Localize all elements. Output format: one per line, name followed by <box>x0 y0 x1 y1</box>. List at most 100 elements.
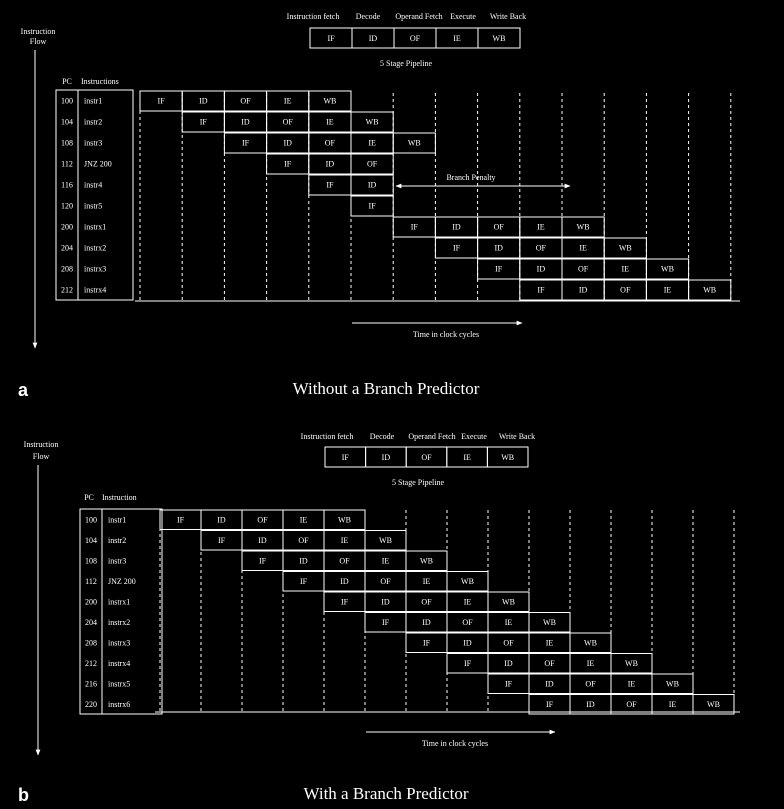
pc-value: 120 <box>61 202 73 211</box>
stage-label: IF <box>218 536 226 545</box>
instruction-name: JNZ 200 <box>84 160 112 169</box>
pipeline-row: 120 instr5 IF <box>61 195 394 217</box>
stage-label: OF <box>626 700 637 709</box>
legend-cell-label: OF <box>410 34 421 43</box>
pc-value: 108 <box>85 556 97 565</box>
stage-label: IF <box>341 597 349 606</box>
stage-label: IE <box>300 515 308 524</box>
pipeline-row: 112 JNZ 200 IF ID OF IE WB <box>85 571 489 592</box>
pipeline-row: 108 instr3 IF ID OF IE WB <box>61 132 436 154</box>
instruction-name: instr5 <box>84 202 102 211</box>
stage-cell <box>603 237 647 259</box>
pc-value: 212 <box>61 286 73 295</box>
pc-value: 116 <box>61 181 73 190</box>
stage-label: ID <box>217 515 226 524</box>
legend-cell <box>477 27 521 49</box>
stage-label: OF <box>257 515 268 524</box>
pc-value: 212 <box>85 659 97 668</box>
instruction-name: instrx1 <box>108 597 130 606</box>
pipeline-row: 104 instr2 IF ID OF IE WB <box>85 530 407 551</box>
stage-label: IF <box>423 638 431 647</box>
time-label: Time in clock cycles <box>413 330 479 339</box>
panel-caption: With a Branch Predictor <box>303 784 468 803</box>
instruction-name: instr2 <box>84 118 102 127</box>
stage-label: IF <box>259 556 267 565</box>
stage-label: OF <box>620 286 631 295</box>
stage-label: WB <box>577 223 590 232</box>
instruction-name: instrx2 <box>108 618 130 627</box>
stage-label: IF <box>453 244 461 253</box>
stage-cell <box>688 279 732 301</box>
stage-label: WB <box>707 700 720 709</box>
stage-label: IE <box>628 679 636 688</box>
stage-label: IF <box>382 618 390 627</box>
stage-label: IE <box>382 556 390 565</box>
stage-label: IF <box>537 286 545 295</box>
stage-label: WB <box>625 659 638 668</box>
stage-label: WB <box>703 286 716 295</box>
stage-cell <box>645 258 690 280</box>
stage-label: IE <box>464 597 472 606</box>
stage-label: OF <box>578 265 589 274</box>
stage-cell <box>392 132 436 154</box>
legend-stage-name: Write Back <box>499 432 535 441</box>
legend-cell-label: IF <box>342 453 350 462</box>
stage-label: OF <box>298 536 309 545</box>
stage-label: OF <box>339 556 350 565</box>
legend-cell-label: IF <box>327 34 335 43</box>
instruction-name: instrx4 <box>84 286 106 295</box>
stage-cell <box>569 632 612 653</box>
pipeline-row: 100 instr1 IF ID OF IE WB <box>61 90 352 112</box>
stage-label: IF <box>546 700 554 709</box>
pc-value: 200 <box>85 597 97 606</box>
stage-label: IE <box>622 265 630 274</box>
stage-cell <box>528 612 571 633</box>
pipeline-row: 208 instrx3 IF ID OF IE WB <box>61 258 690 280</box>
legend-cell-label: IE <box>453 34 461 43</box>
stage-cell <box>308 90 352 112</box>
stage-label: ID <box>586 700 595 709</box>
stage-label: WB <box>666 679 679 688</box>
pc-value: 200 <box>61 223 73 232</box>
pc-value: 104 <box>85 536 97 545</box>
panel-b: Instruction fetch Decode Operand Fetch Exec… <box>18 432 740 805</box>
stage-label: OF <box>240 97 251 106</box>
legend-stage-name: Decode <box>356 12 381 21</box>
flow-label: Flow <box>33 452 50 461</box>
stage-label: WB <box>543 618 556 627</box>
stage-label: ID <box>504 659 513 668</box>
panel-letter: b <box>18 785 29 805</box>
pipeline-row: 204 instrx2 IF ID OF IE WB <box>61 237 647 259</box>
instruction-name: instrx5 <box>108 679 130 688</box>
pipeline-row: 208 instrx3 IF ID OF IE WB <box>85 632 612 653</box>
instruction-name: instr3 <box>84 139 102 148</box>
stage-label: IF <box>300 577 308 586</box>
stage-cell <box>350 174 394 196</box>
stage-label: WB <box>502 597 515 606</box>
instruction-name: instr2 <box>108 536 126 545</box>
stage-label: ID <box>452 223 461 232</box>
instruction-name: instr3 <box>108 556 126 565</box>
legend-stage-name: Write Back <box>490 12 526 21</box>
instruction-name: JNZ 200 <box>108 577 136 586</box>
flow-label: Instruction <box>24 440 59 449</box>
pipeline-row: 212 instrx4 IF ID OF IE WB <box>61 279 732 301</box>
stage-label: ID <box>199 97 208 106</box>
stage-label: IF <box>177 515 185 524</box>
stage-label: ID <box>258 536 267 545</box>
stage-cell <box>651 673 694 694</box>
stage-label: WB <box>323 97 336 106</box>
pipeline-caption: 5 Stage Pipeline <box>392 478 444 487</box>
instruction-header: Instructions <box>81 77 119 86</box>
instruction-name: instr1 <box>108 515 126 524</box>
stage-label: ID <box>283 139 292 148</box>
stage-label: OF <box>380 577 391 586</box>
legend-stage-name: Instruction fetch <box>301 432 354 441</box>
stage-label: OF <box>585 679 596 688</box>
stage-label: OF <box>325 139 336 148</box>
legend-cell-label: ID <box>369 34 378 43</box>
pc-value: 108 <box>61 139 73 148</box>
pipeline-row: 204 instrx2 IF ID OF IE WB <box>85 612 571 633</box>
pipeline-row: 112 JNZ 200 IF ID OF <box>61 153 394 175</box>
